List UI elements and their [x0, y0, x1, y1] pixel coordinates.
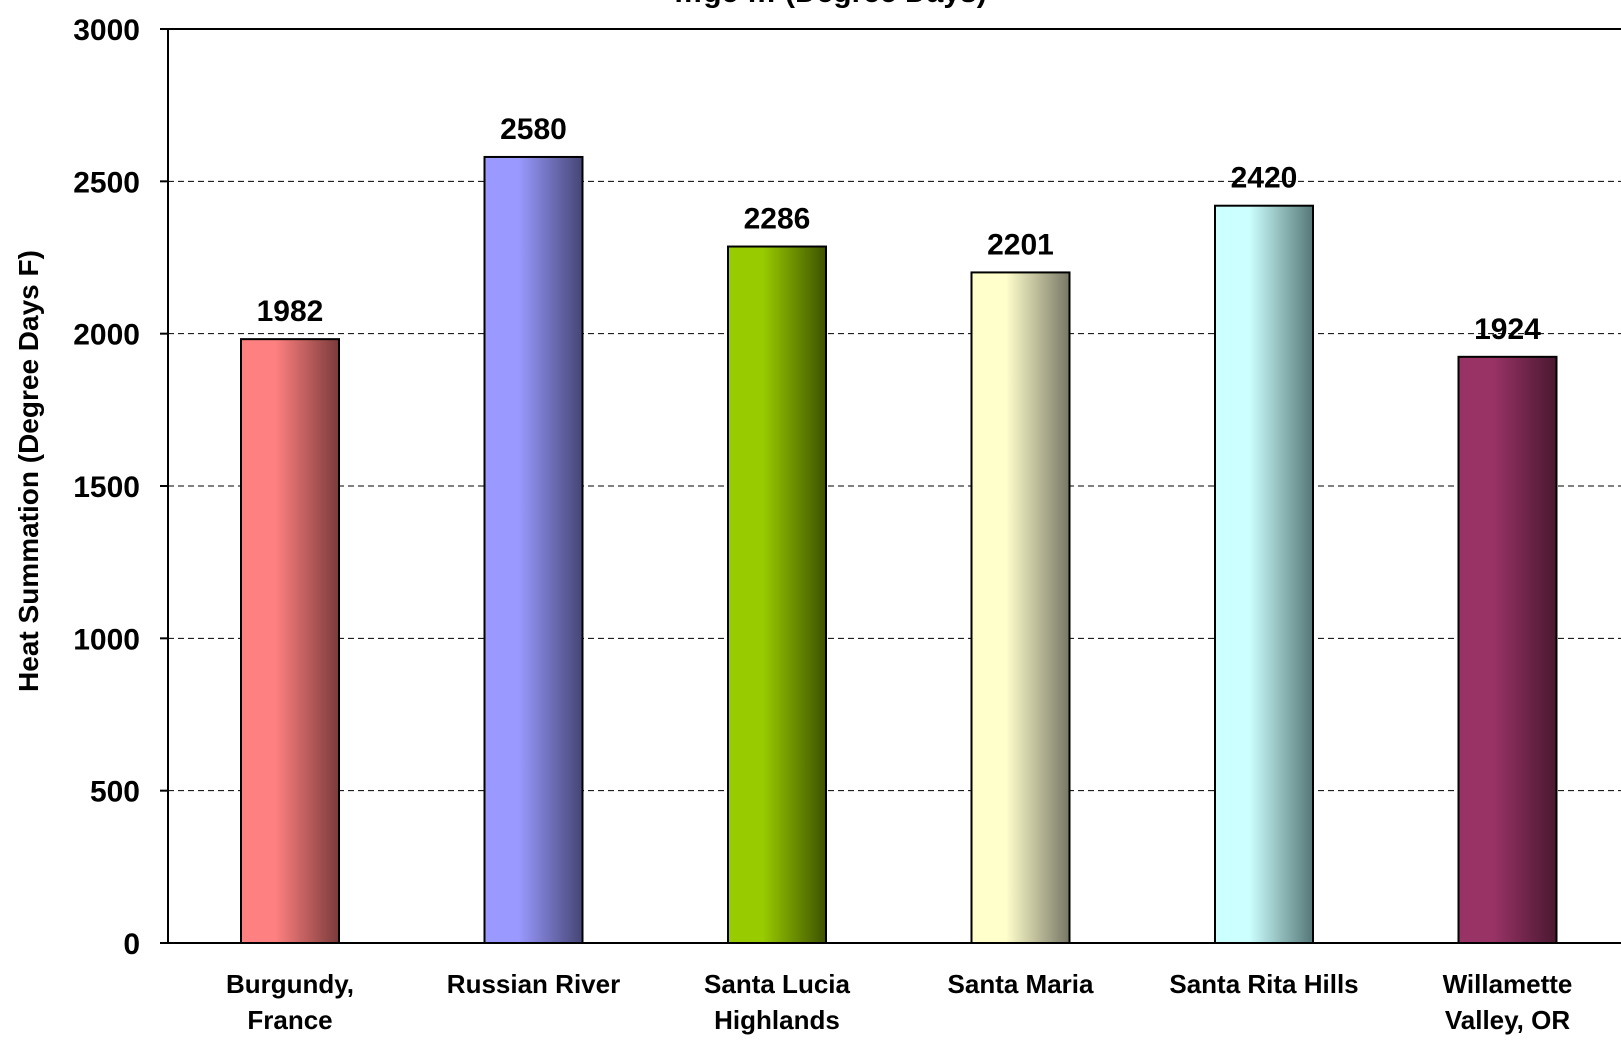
data-label: 2201: [987, 228, 1054, 261]
chart-title: …ge … (Degree Days): [673, 0, 986, 9]
bar: [1214, 204, 1314, 944]
x-tick-label: Burgundy, France: [226, 969, 354, 1035]
y-axis-title: Heat Summation (Degree Days F): [13, 250, 44, 692]
x-tick-label: Santa Maria: [948, 969, 1094, 999]
y-tick-label: 3000: [73, 14, 140, 47]
y-tick-label: 1500: [73, 471, 140, 504]
data-label: 2420: [1231, 162, 1298, 195]
data-label: 2286: [744, 203, 811, 236]
bar: [727, 245, 827, 945]
data-label: 1982: [257, 295, 324, 328]
bars: [240, 155, 1558, 945]
bar: [970, 271, 1071, 945]
x-tick-label: Russian River: [447, 969, 620, 999]
y-tick-label: 2500: [73, 166, 140, 199]
gridlines: [168, 28, 1621, 792]
data-label: 2580: [500, 113, 567, 146]
y-tick-label: 1000: [73, 623, 140, 656]
y-tick-label: 2000: [73, 319, 140, 352]
labels: 0 500 1000 1500 2000 2500 3000 1982 Burgundy, Fra…: [73, 14, 1572, 1035]
x-tick-label: Santa Rita Hills: [1169, 969, 1358, 999]
bar: [1457, 355, 1558, 944]
y-tick-label: 500: [90, 776, 140, 809]
y-tick-label: 0: [123, 928, 140, 961]
axes: [160, 28, 1621, 944]
x-tick-label: Santa Lucia Highlands: [704, 969, 850, 1035]
bar: [483, 155, 584, 944]
data-label: 1924: [1474, 313, 1541, 346]
x-tick-label: Willamette Valley, OR: [1443, 969, 1573, 1035]
bar: [240, 338, 340, 944]
